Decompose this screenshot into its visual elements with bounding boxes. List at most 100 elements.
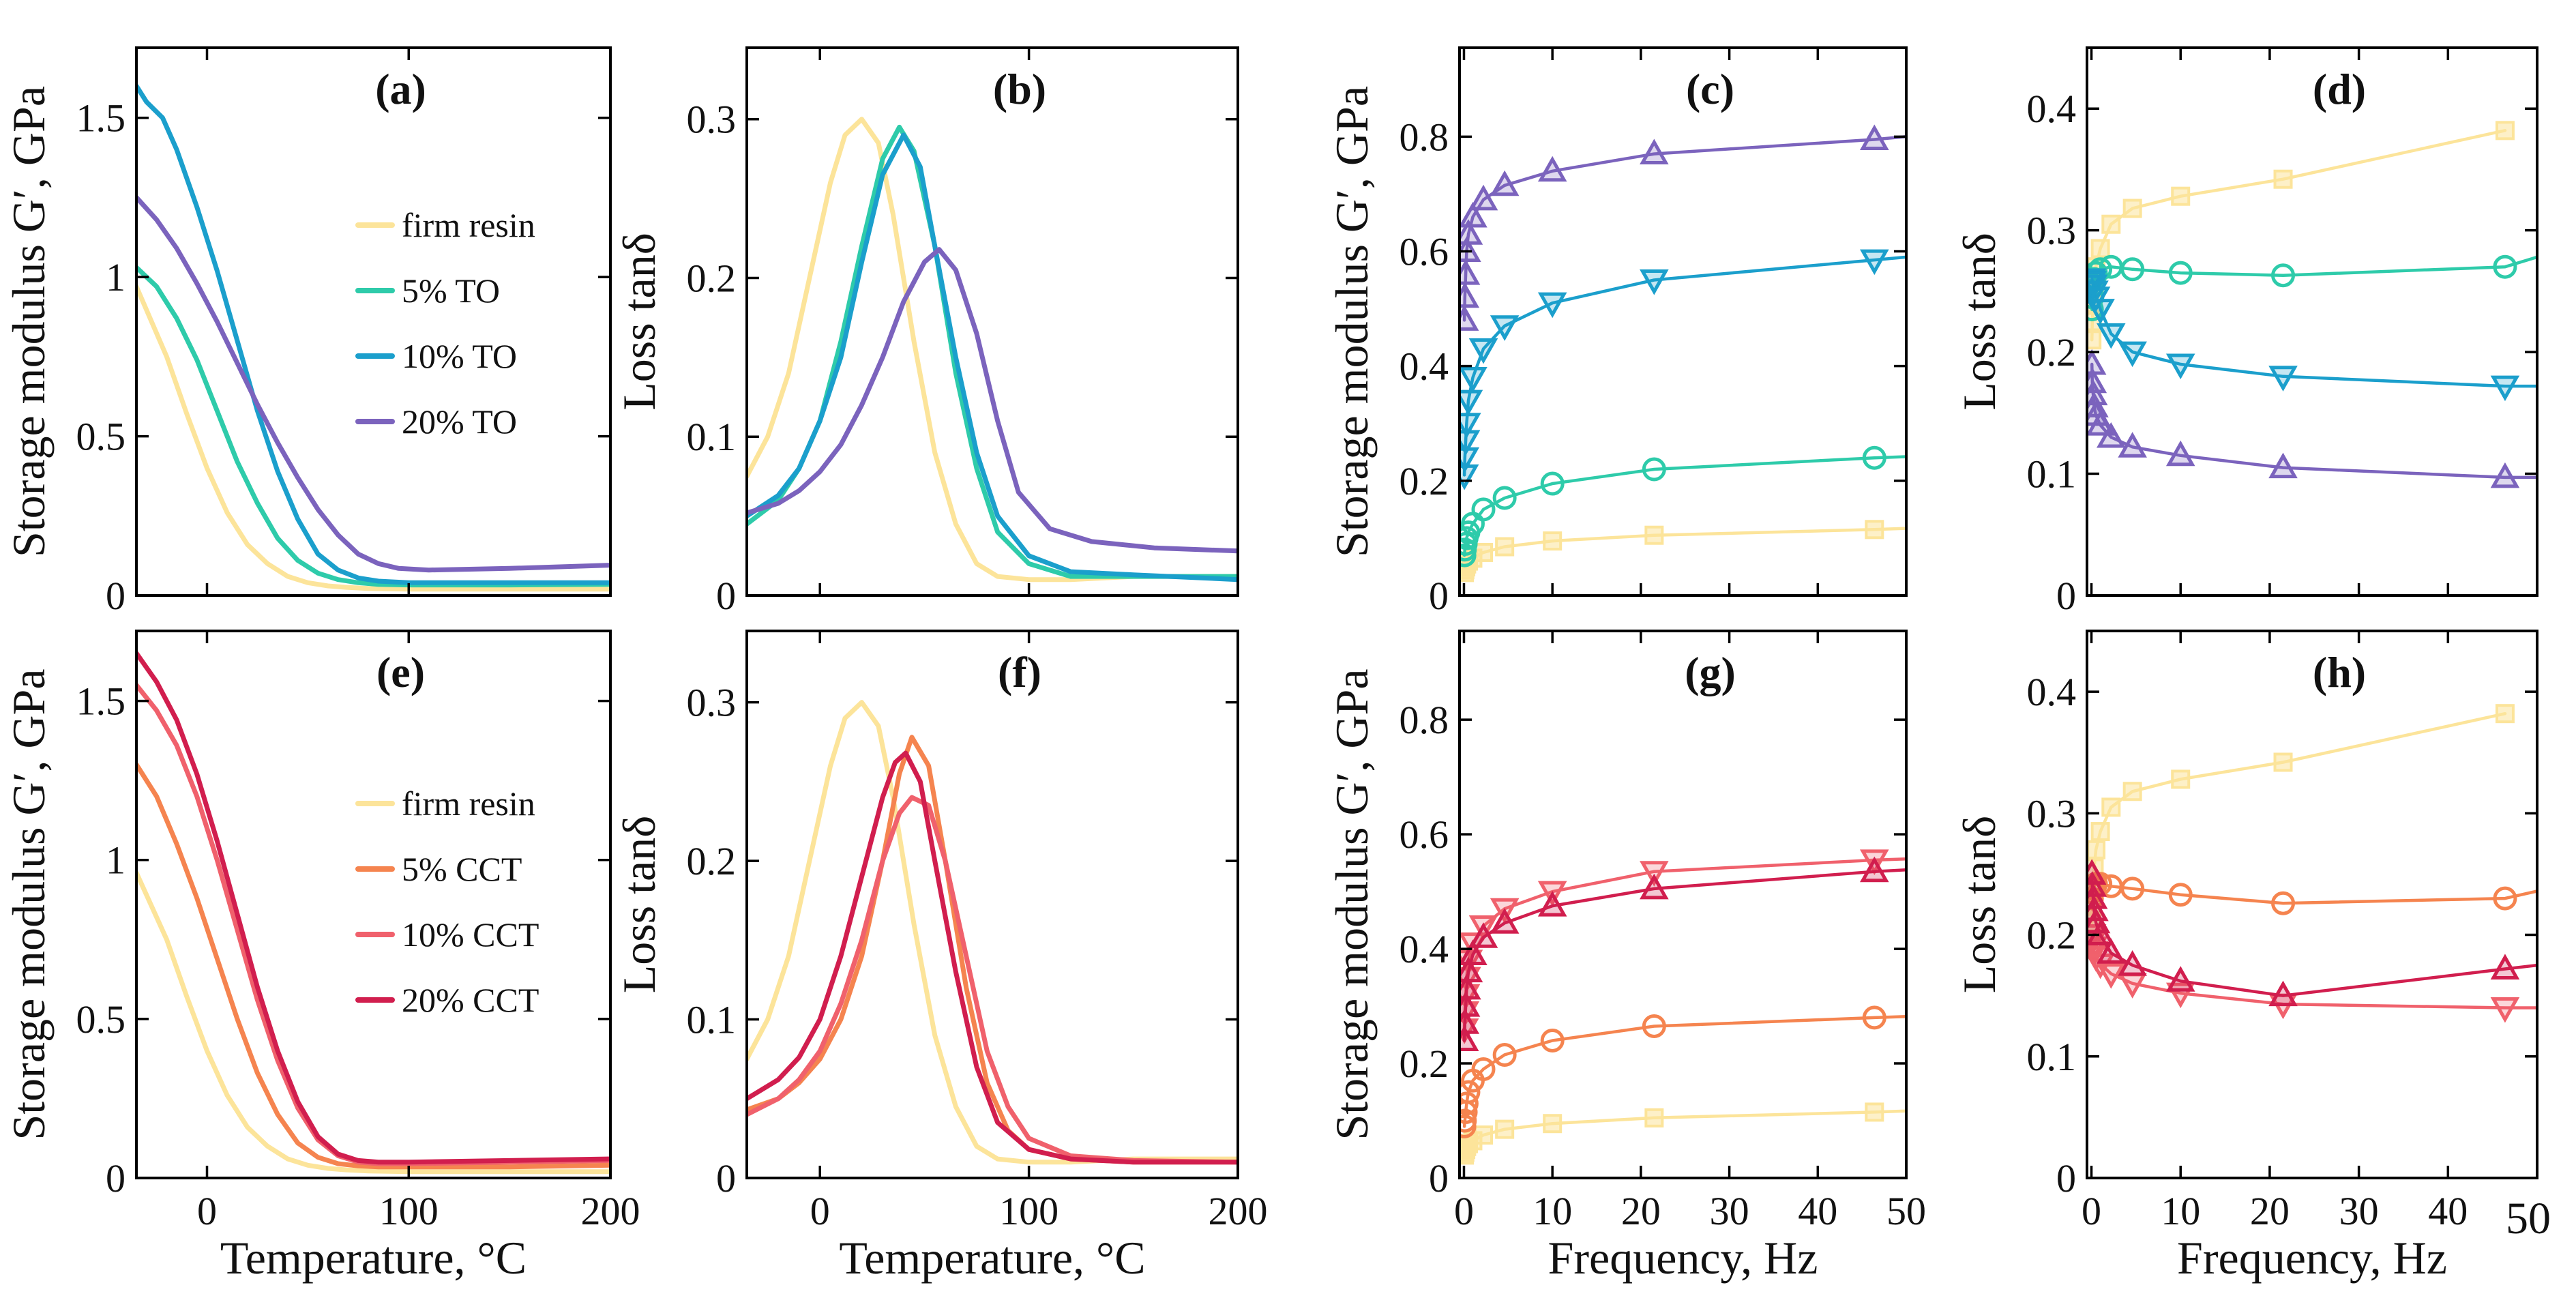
y-tick-label: 0.2 (1400, 459, 1449, 503)
panel-label: (a) (375, 65, 426, 113)
chart-panel-b: 0 0.1 0.2 0.3 (b) Loss tanδ (613, 46, 1239, 618)
data-point (1537, 292, 1567, 319)
data-point (1490, 170, 1520, 196)
x-tick-label: 0 (2082, 1189, 2101, 1233)
data-point (2273, 169, 2293, 189)
data-point (1471, 497, 1496, 522)
series-line-1 (747, 117, 1238, 583)
y-tick-label: 0.1 (2027, 1035, 2077, 1079)
plot-frame (1458, 630, 1908, 1179)
data-point (1537, 891, 1567, 917)
x-tick-label: 0 (810, 1189, 830, 1233)
series-group (2087, 704, 2537, 1023)
plot-frame (745, 46, 1239, 597)
data-point (1540, 471, 1565, 496)
data-point (2493, 886, 2517, 911)
legend-entry: firm resin (402, 784, 535, 823)
panel-label: (g) (1685, 648, 1736, 696)
x-tick-label: 10 (1533, 1189, 1572, 1233)
series-line-2 (136, 265, 610, 588)
series-line-4 (2090, 362, 2537, 480)
data-point (2168, 261, 2193, 285)
data-point (1468, 922, 1498, 948)
series-line-2 (747, 124, 1238, 579)
plot-frame (2086, 630, 2538, 1179)
data-point (1460, 1108, 1477, 1133)
series-line-4 (747, 247, 1238, 554)
data-point (1471, 1057, 1496, 1081)
series-line-4 (747, 750, 1238, 1165)
data-point (2273, 752, 2293, 772)
data-point (1495, 1119, 1515, 1139)
y-tick-label: 1 (106, 255, 125, 299)
data-point (2268, 980, 2298, 1007)
data-point (2120, 877, 2145, 901)
series-line-3 (2090, 933, 2537, 1010)
series-group (1460, 849, 1906, 1165)
data-point (1460, 366, 1487, 393)
y-tick-label: 0.1 (687, 415, 737, 459)
y-tick-label: 0 (1429, 1156, 1449, 1200)
data-point (1460, 389, 1483, 416)
data-point (2165, 353, 2195, 380)
plot-frame (745, 630, 1239, 1179)
data-point (2096, 323, 2126, 349)
data-point (1640, 873, 1669, 900)
y-tick-label: 0 (2056, 1156, 2076, 1200)
data-point (1537, 156, 1567, 182)
data-point (2122, 198, 2142, 218)
y-tick-label: 0 (106, 574, 125, 618)
y-tick-label: 0.6 (1400, 229, 1449, 274)
data-point (2096, 938, 2126, 964)
data-point (2490, 997, 2520, 1023)
data-point (1468, 338, 1498, 364)
data-point (2118, 432, 2147, 458)
data-point (1640, 269, 1669, 295)
y-tick-label: 0.8 (1400, 115, 1449, 159)
chart-panel-e: 0 100 200 0 0.5 1 1.5 (e) Temperature, °C Storage… (3, 630, 640, 1284)
data-point (2271, 891, 2296, 915)
data-point (1474, 542, 1494, 562)
panel-label: (c) (1686, 65, 1734, 113)
x-tick-label: 200 (581, 1189, 640, 1233)
chart-panel-d: 0 0.1 0.2 0.3 0.4 (d) Loss tanδ (1953, 46, 2538, 618)
chart-panel-a: 0 0.5 1 1.5 (a) Storage modulus G′, GPa firm r… (3, 46, 612, 618)
x-tick-label: 100 (379, 1189, 439, 1233)
y-tick-label: 0.4 (2027, 670, 2077, 714)
y-tick-label: 0.2 (687, 256, 737, 300)
y-tick-label: 0.2 (687, 839, 737, 883)
data-point (2165, 440, 2195, 467)
data-point (2171, 769, 2191, 789)
data-point (2271, 263, 2296, 288)
data-point (1460, 259, 1481, 285)
y-tick-label: 0.1 (687, 998, 737, 1042)
legend-entry: 5% TO (402, 271, 500, 310)
data-point (1865, 1102, 1884, 1122)
series-line-1 (1462, 527, 1906, 574)
series-line-2 (2090, 255, 2537, 311)
data-point (2087, 330, 2102, 350)
panel-label: (b) (993, 65, 1046, 113)
legend-entry: 10% CCT (402, 915, 539, 954)
panel-label: (d) (2313, 65, 2366, 113)
series-line-1 (136, 870, 610, 1175)
data-point (2090, 822, 2110, 842)
data-point (1543, 531, 1563, 551)
data-point (2268, 452, 2298, 479)
series-line-3 (1462, 857, 1906, 1031)
series-line-2 (2090, 882, 2537, 905)
x-tick-label: 50 (1886, 1189, 1926, 1233)
data-point (2122, 782, 2142, 801)
series-line-4 (136, 651, 610, 1165)
series-line-1 (747, 700, 1238, 1165)
data-point (1860, 856, 1889, 883)
series-line-1 (1462, 1109, 1906, 1157)
plot-frame (1458, 46, 1908, 597)
data-point (2490, 462, 2520, 488)
series-line-3 (747, 132, 1238, 583)
y-tick-label: 0 (716, 1156, 736, 1200)
y-tick-label: 0 (1429, 574, 1449, 618)
data-point (2168, 883, 2193, 907)
x-axis-label: Temperature, °C (839, 1232, 1145, 1284)
